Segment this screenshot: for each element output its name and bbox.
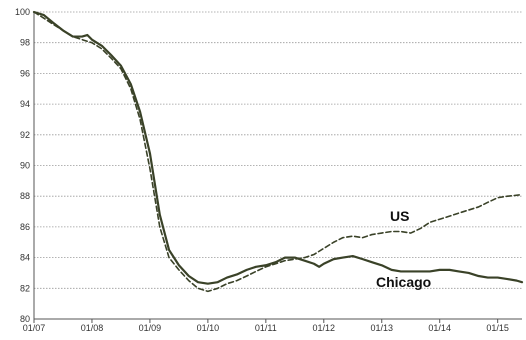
y-tick-label-96: 96 [20,68,30,78]
series-label-chicago: Chicago [376,274,431,290]
grid-layer [34,11,522,320]
y-tick-label-84: 84 [20,253,30,263]
y-tick-label-88: 88 [20,191,30,201]
series-label-us: US [390,208,409,224]
series-line-us [33,11,523,293]
y-tick-label-94: 94 [20,99,30,109]
x-tick-label-01-11: 01/11 [255,323,277,333]
x-tick-label-01-15: 01/15 [486,323,509,333]
x-tick-label-01-07: 01/07 [23,323,46,333]
y-tick-label-100: 100 [15,7,30,17]
y-tick-label-90: 90 [20,161,30,171]
x-tick-label-01-13: 01/13 [370,323,393,333]
series-line-chicago [32,10,524,285]
y-tick-label-82: 82 [20,283,30,293]
y-tick-label-86: 86 [20,222,30,232]
x-tick-labels: 01/07 01/08 01/09 01/10 01/11 01/12 01/13 01/14… [23,323,509,333]
x-tick-label-01-14: 01/14 [428,323,451,333]
series-layer [32,10,524,293]
y-tick-label-80: 80 [20,314,30,324]
x-tick-label-01-08: 01/08 [81,323,104,333]
x-tick-label-01-12: 01/12 [313,323,336,333]
y-tick-label-98: 98 [20,38,30,48]
y-tick-label-92: 92 [20,130,30,140]
y-tick-labels: 80 82 84 86 88 90 92 94 96 98 100 [15,7,30,324]
axis-layer [33,12,522,323]
x-tick-label-01-10: 01/10 [197,323,220,333]
x-tick-label-01-09: 01/09 [139,323,162,333]
